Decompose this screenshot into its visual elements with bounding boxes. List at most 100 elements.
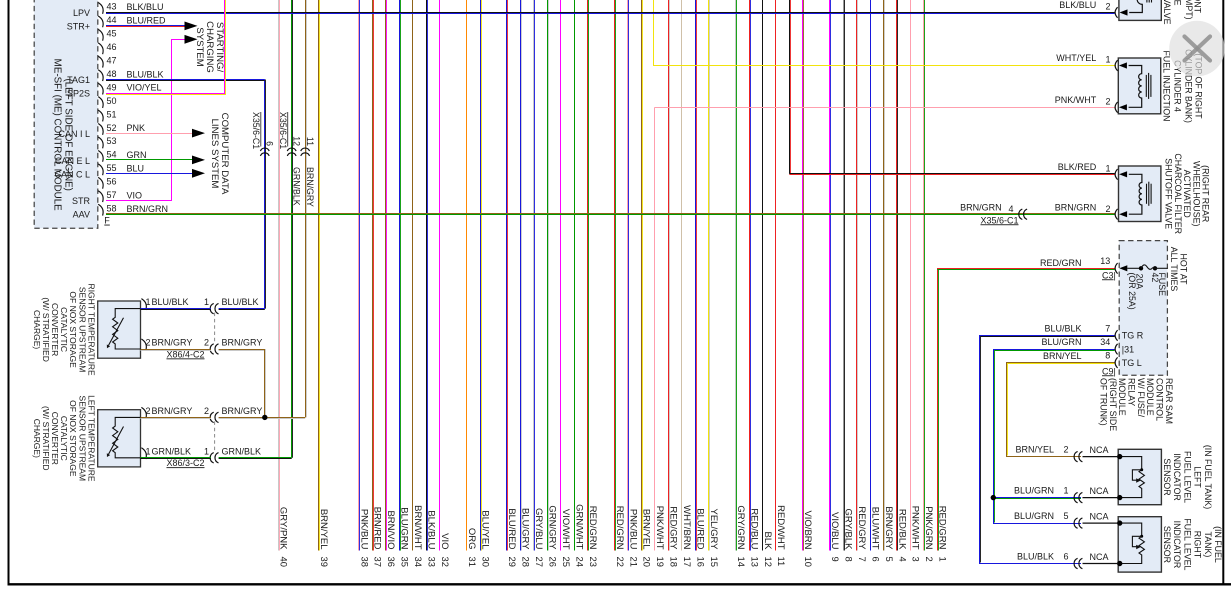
svg-text:(W/ STRATIFIED: (W/ STRATIFIED bbox=[41, 297, 51, 362]
svg-text:14: 14 bbox=[736, 557, 747, 567]
svg-text:45: 45 bbox=[107, 29, 117, 39]
svg-text:RIGHT TEMPERATURE: RIGHT TEMPERATURE bbox=[86, 284, 96, 376]
svg-text:BLU/GRY: BLU/GRY bbox=[520, 508, 531, 550]
svg-text:RIGHT: RIGHT bbox=[1193, 531, 1203, 559]
svg-text:GRY/BLU: GRY/BLU bbox=[533, 508, 544, 550]
svg-text:58: 58 bbox=[107, 203, 117, 213]
svg-text:X35/6-C1: X35/6-C1 bbox=[980, 215, 1018, 225]
svg-text:BRN/RED: BRN/RED bbox=[372, 507, 383, 550]
svg-text:1: 1 bbox=[1105, 163, 1110, 173]
svg-text:BLU/RED: BLU/RED bbox=[506, 508, 517, 549]
svg-text:BLU/BLK: BLU/BLK bbox=[222, 297, 259, 307]
svg-text:TG R: TG R bbox=[1122, 331, 1144, 341]
svg-text:54: 54 bbox=[107, 150, 117, 160]
svg-text:6: 6 bbox=[1063, 552, 1068, 562]
svg-text:BRN/WHT: BRN/WHT bbox=[412, 505, 423, 550]
svg-text:CONVERTER: CONVERTER bbox=[50, 303, 60, 356]
svg-text:28: 28 bbox=[521, 557, 532, 567]
svg-text:BRN/GRY: BRN/GRY bbox=[305, 167, 315, 207]
svg-text:VIO/BRN: VIO/BRN bbox=[802, 510, 813, 549]
svg-text:VIO/YEL: VIO/YEL bbox=[127, 83, 162, 93]
svg-text:PNK/BLU: PNK/BLU bbox=[358, 509, 369, 550]
svg-text:RED/GRY: RED/GRY bbox=[668, 506, 679, 550]
svg-text:GRY/PNK: GRY/PNK bbox=[278, 507, 289, 550]
svg-text:BLU/GRN: BLU/GRN bbox=[399, 507, 410, 549]
svg-text:2: 2 bbox=[146, 406, 151, 416]
svg-text:BRN/GRY: BRN/GRY bbox=[222, 406, 263, 416]
svg-text:30: 30 bbox=[480, 557, 491, 567]
svg-text:ALL TIMES: ALL TIMES bbox=[1169, 247, 1179, 292]
svg-text:STARTING/: STARTING/ bbox=[214, 22, 225, 73]
svg-text:NCA: NCA bbox=[1090, 445, 1109, 455]
svg-text:32: 32 bbox=[440, 557, 451, 567]
svg-text:BLU/BLK: BLU/BLK bbox=[1017, 551, 1054, 561]
svg-text:CHARCOAL FILTER: CHARCOAL FILTER bbox=[1173, 153, 1183, 234]
svg-text:BRN/GRY: BRN/GRY bbox=[883, 506, 894, 550]
svg-text:5: 5 bbox=[1063, 511, 1068, 521]
svg-text:20A: 20A bbox=[1134, 274, 1144, 290]
svg-text:BLU: BLU bbox=[127, 163, 145, 173]
svg-text:CONTROL: CONTROL bbox=[1155, 378, 1165, 421]
svg-text:VIO: VIO bbox=[127, 190, 143, 200]
svg-text:F: F bbox=[104, 216, 110, 226]
svg-text:47: 47 bbox=[107, 56, 117, 66]
svg-text:BRN/GRY: BRN/GRY bbox=[152, 406, 193, 416]
svg-text:(IN FUEL TANK): (IN FUEL TANK) bbox=[1203, 445, 1213, 509]
svg-text:BLU/BLK: BLU/BLK bbox=[127, 69, 164, 79]
svg-text:BLU/BLK: BLU/BLK bbox=[1044, 323, 1081, 333]
svg-text:ACTIVATED: ACTIVATED bbox=[1182, 170, 1192, 218]
svg-text:SENSOR: SENSOR bbox=[1162, 458, 1172, 495]
svg-text:|31: |31 bbox=[1122, 344, 1134, 354]
svg-text:BRN/GRY: BRN/GRY bbox=[222, 338, 263, 348]
svg-text:HOT AT: HOT AT bbox=[1179, 254, 1189, 286]
svg-text:SHUTOFF VALVE: SHUTOFF VALVE bbox=[1164, 158, 1174, 229]
svg-text:BRN/YEL: BRN/YEL bbox=[641, 509, 652, 550]
svg-text:BLK/BLU: BLK/BLU bbox=[426, 510, 437, 549]
svg-text:(RIGHT SIDE: (RIGHT SIDE bbox=[1108, 378, 1118, 431]
svg-text:31: 31 bbox=[467, 557, 478, 567]
svg-text:BRN/GRY: BRN/GRY bbox=[152, 338, 193, 348]
svg-text:CAN C L: CAN C L bbox=[54, 169, 90, 179]
svg-text:RED/GRN: RED/GRN bbox=[587, 506, 598, 550]
svg-text:13: 13 bbox=[749, 557, 760, 567]
svg-text:OF NOX STORAGE: OF NOX STORAGE bbox=[68, 291, 78, 368]
svg-text:1: 1 bbox=[204, 297, 209, 307]
svg-text:2: 2 bbox=[146, 338, 151, 348]
svg-text:CAN E L: CAN E L bbox=[55, 156, 90, 166]
svg-text:11: 11 bbox=[776, 557, 787, 567]
svg-text:BRN/VIO: BRN/VIO bbox=[385, 510, 396, 549]
svg-text:X86/4-C2: X86/4-C2 bbox=[166, 349, 204, 359]
svg-text:SENSOR UPSTREAM: SENSOR UPSTREAM bbox=[77, 396, 87, 482]
svg-text:51: 51 bbox=[107, 109, 117, 119]
svg-text:(RIGHT REAR: (RIGHT REAR bbox=[1201, 165, 1211, 222]
svg-text:SYSTEM: SYSTEM bbox=[194, 27, 205, 66]
svg-text:16: 16 bbox=[696, 557, 707, 567]
svg-text:SENSOR: SENSOR bbox=[1162, 526, 1172, 563]
svg-text:ORG: ORG bbox=[466, 528, 477, 550]
svg-text:VIO/WHT: VIO/WHT bbox=[560, 509, 571, 550]
svg-text:RED/GRN: RED/GRN bbox=[614, 506, 625, 550]
svg-text:C9|: C9| bbox=[1102, 366, 1116, 376]
svg-text:17: 17 bbox=[682, 557, 693, 567]
svg-text:46: 46 bbox=[107, 42, 117, 52]
svg-text:RED/WHT: RED/WHT bbox=[775, 505, 786, 550]
svg-text:BLU/GRN: BLU/GRN bbox=[1014, 485, 1054, 495]
svg-text:53: 53 bbox=[107, 136, 117, 146]
svg-text:RED/GRN: RED/GRN bbox=[1040, 258, 1082, 268]
svg-text:1: 1 bbox=[938, 557, 949, 562]
svg-text:40: 40 bbox=[279, 557, 290, 567]
svg-text:13: 13 bbox=[1100, 256, 1110, 266]
svg-text:2: 2 bbox=[204, 338, 209, 348]
svg-text:C3|: C3| bbox=[1102, 270, 1116, 280]
svg-text:42: 42 bbox=[1150, 273, 1160, 283]
svg-text:(TOP OF RIGHT: (TOP OF RIGHT bbox=[1193, 53, 1203, 119]
svg-text:FUEL INJECTION: FUEL INJECTION bbox=[1161, 50, 1171, 121]
svg-text:35: 35 bbox=[400, 557, 411, 567]
svg-text:FUSE: FUSE bbox=[1157, 273, 1167, 297]
svg-text:LEFT TEMPERATURE: LEFT TEMPERATURE bbox=[86, 395, 96, 482]
svg-text:VALVE: VALVE bbox=[1162, 0, 1172, 25]
svg-text:BLK/RED: BLK/RED bbox=[1058, 162, 1097, 172]
svg-text:BLU/GRN: BLU/GRN bbox=[1041, 337, 1081, 347]
svg-text:(W/ STRATIFIED: (W/ STRATIFIED bbox=[41, 406, 51, 471]
svg-text:BLK/BLU: BLK/BLU bbox=[1059, 0, 1096, 10]
